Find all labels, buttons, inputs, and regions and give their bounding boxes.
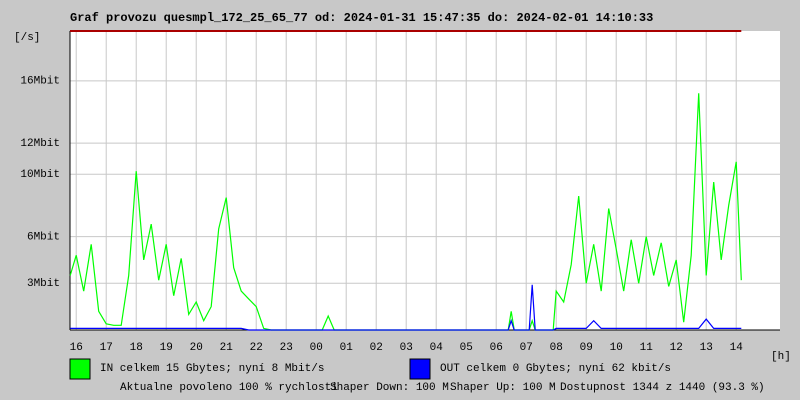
y-axis-label: [/s] <box>14 32 40 44</box>
legend-label: OUT celkem 0 Gbytes; nyní 62 kbit/s <box>440 363 671 375</box>
x-tick-label: 12 <box>670 342 683 354</box>
legend-swatch <box>409 358 431 380</box>
annotation: Shaper Down: 100 M <box>330 382 449 394</box>
series-line <box>69 93 742 331</box>
legend-swatch <box>69 358 91 380</box>
x-tick-label: 18 <box>130 342 143 354</box>
x-tick-label: 13 <box>700 342 713 354</box>
x-tick-label: 00 <box>310 342 323 354</box>
y-tick-label: 3Mbit <box>27 278 60 290</box>
series-line <box>70 284 742 331</box>
annotation: Aktualne povoleno 100 % rychlosti <box>120 382 338 394</box>
x-tick-label: 07 <box>520 342 533 354</box>
x-tick-label: 05 <box>460 342 473 354</box>
legend-label: IN celkem 15 Gbytes; nyní 8 Mbit/s <box>100 363 324 375</box>
x-tick-label: 08 <box>550 342 563 354</box>
y-tick-label: 12Mbit <box>20 138 60 150</box>
x-axis-label: [h] <box>771 351 791 363</box>
x-tick-label: 20 <box>190 342 203 354</box>
x-tick-label: 06 <box>490 342 503 354</box>
x-tick-label: 19 <box>160 342 173 354</box>
x-tick-label: 10 <box>610 342 623 354</box>
x-tick-label: 22 <box>250 342 263 354</box>
annotation: Dostupnost 1344 z 1440 (93.3 %) <box>560 382 765 394</box>
y-tick-label: 16Mbit <box>20 76 60 88</box>
x-tick-label: 21 <box>220 342 234 354</box>
x-tick-label: 04 <box>430 342 444 354</box>
x-tick-label: 09 <box>580 342 593 354</box>
y-tick-label: 10Mbit <box>20 169 60 181</box>
x-tick-label: 01 <box>340 342 354 354</box>
chart-title: Graf provozu quesmpl_172_25_65_77 od: 20… <box>70 11 653 25</box>
x-tick-label: 03 <box>400 342 413 354</box>
x-tick-label: 02 <box>370 342 383 354</box>
annotation: Shaper Up: 100 M <box>450 382 556 394</box>
y-tick-label: 6Mbit <box>27 231 60 243</box>
x-tick-label: 17 <box>100 342 113 354</box>
x-tick-label: 23 <box>280 342 293 354</box>
plot-area <box>70 31 780 330</box>
x-tick-label: 14 <box>730 342 744 354</box>
x-tick-label: 16 <box>70 342 83 354</box>
x-tick-label: 11 <box>640 342 654 354</box>
